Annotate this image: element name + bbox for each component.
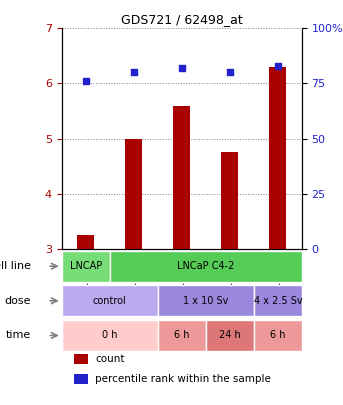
- Bar: [222, 152, 238, 249]
- Bar: [126, 139, 142, 249]
- Point: [131, 69, 137, 76]
- Text: dose: dose: [4, 296, 31, 306]
- Bar: [78, 235, 94, 249]
- FancyBboxPatch shape: [62, 320, 158, 351]
- Text: LNCaP C4-2: LNCaP C4-2: [177, 261, 235, 271]
- Text: count: count: [95, 354, 125, 364]
- Text: 0 h: 0 h: [102, 330, 118, 341]
- Text: 24 h: 24 h: [219, 330, 241, 341]
- Text: time: time: [5, 330, 31, 341]
- FancyBboxPatch shape: [254, 285, 302, 316]
- FancyBboxPatch shape: [158, 320, 206, 351]
- Bar: [74, 374, 88, 384]
- Text: 6 h: 6 h: [174, 330, 190, 341]
- FancyBboxPatch shape: [62, 251, 110, 282]
- Text: 4 x 2.5 Sv: 4 x 2.5 Sv: [253, 296, 302, 306]
- Bar: [270, 67, 286, 249]
- FancyBboxPatch shape: [158, 285, 254, 316]
- Point: [227, 69, 233, 76]
- Text: percentile rank within the sample: percentile rank within the sample: [95, 374, 271, 384]
- Bar: [173, 106, 190, 249]
- Text: 1 x 10 Sv: 1 x 10 Sv: [183, 296, 228, 306]
- Title: GDS721 / 62498_at: GDS721 / 62498_at: [121, 13, 243, 26]
- FancyBboxPatch shape: [110, 251, 302, 282]
- FancyBboxPatch shape: [206, 320, 254, 351]
- Text: LNCAP: LNCAP: [70, 261, 102, 271]
- Bar: [74, 354, 88, 364]
- FancyBboxPatch shape: [254, 320, 302, 351]
- Point: [179, 65, 185, 71]
- Point: [275, 63, 281, 69]
- Text: control: control: [93, 296, 127, 306]
- FancyBboxPatch shape: [62, 285, 158, 316]
- Point: [83, 78, 88, 85]
- Text: cell line: cell line: [0, 261, 31, 271]
- Text: 6 h: 6 h: [270, 330, 286, 341]
